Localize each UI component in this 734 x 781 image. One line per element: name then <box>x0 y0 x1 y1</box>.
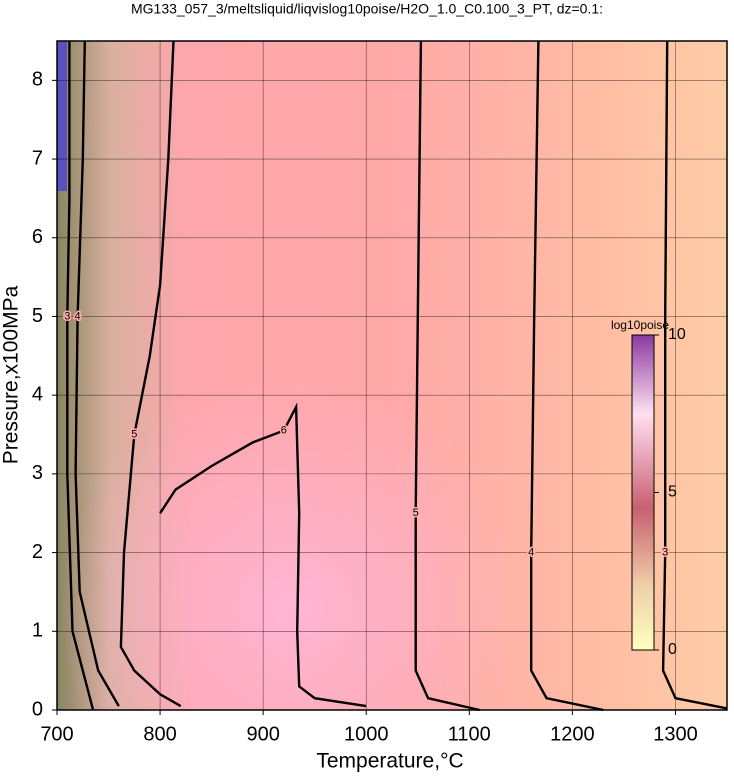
contour-label: 5 <box>131 428 137 440</box>
field-shading <box>57 41 727 710</box>
x-tick-label: 700 <box>40 723 73 745</box>
y-tick-label: 8 <box>32 69 43 91</box>
colorbar-tick-label: 10 <box>668 326 686 343</box>
y-tick-label: 0 <box>32 698 43 720</box>
colorbar-label: log10poise <box>611 318 669 332</box>
y-tick-label: 4 <box>32 383 43 405</box>
contour-line <box>530 40 604 712</box>
contour-line <box>159 402 367 708</box>
y-tick-label: 3 <box>32 462 43 484</box>
contour-label: 6 <box>281 425 287 437</box>
contour-label: 5 <box>413 507 419 519</box>
x-tick-label: 1200 <box>550 723 595 745</box>
x-tick-label: 800 <box>143 723 176 745</box>
contour-line <box>661 40 728 710</box>
colorbar <box>631 334 655 651</box>
y-tick-label: 7 <box>32 147 43 169</box>
field-low-region <box>57 41 67 191</box>
y-tick-label: 6 <box>32 226 43 248</box>
y-axis-label: Pressure,x100MPa <box>0 285 23 464</box>
x-axis-label: Temperature,°C <box>316 750 463 773</box>
x-tick-label: 1300 <box>653 723 698 745</box>
contour-line <box>66 41 95 711</box>
y-tick-label: 5 <box>32 305 43 327</box>
plot-frame <box>56 40 728 711</box>
x-tick-label: 1000 <box>344 723 389 745</box>
contour-line <box>119 40 182 708</box>
y-tick-label: 2 <box>32 541 43 563</box>
x-tick-label: 1100 <box>448 723 491 745</box>
y-tick-label: 1 <box>32 620 43 642</box>
contour-label: 4 <box>528 546 534 558</box>
contour-line <box>74 40 120 707</box>
colorbar-tick-label: 0 <box>668 641 677 658</box>
contour-label: 3 <box>64 310 70 322</box>
contour-label: 4 <box>75 310 81 322</box>
chart-title: MG133_057_3/meltsliquid/liqvislog10poise… <box>131 1 603 17</box>
colorbar-tick-label: 5 <box>668 484 677 501</box>
x-tick-label: 900 <box>246 723 279 745</box>
contour-label: 3 <box>662 546 668 558</box>
contour-line <box>414 40 480 712</box>
